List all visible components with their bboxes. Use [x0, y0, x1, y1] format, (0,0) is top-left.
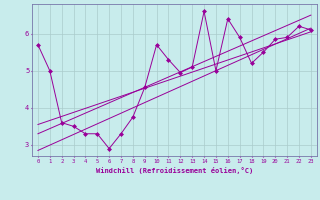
X-axis label: Windchill (Refroidissement éolien,°C): Windchill (Refroidissement éolien,°C): [96, 167, 253, 174]
